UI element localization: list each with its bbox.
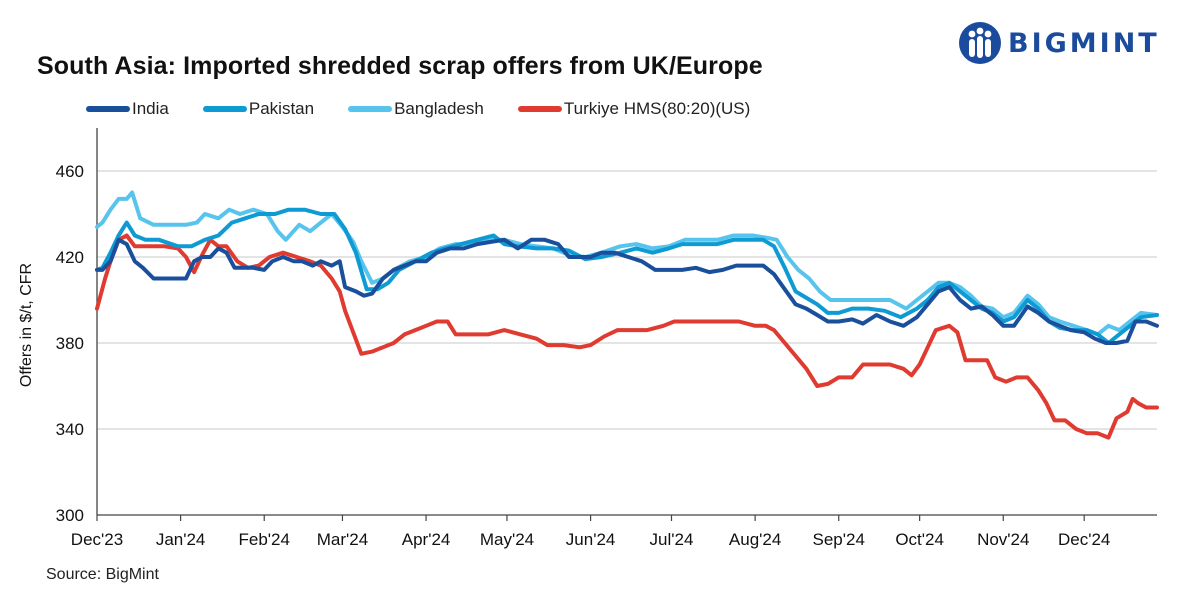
x-tick-3: Mar'24 bbox=[317, 530, 368, 549]
y-axis-label: Offers in $/t, CFR bbox=[18, 263, 35, 387]
y-tick-460: 460 bbox=[56, 162, 84, 181]
y-tick-380: 380 bbox=[56, 334, 84, 353]
x-tick-1: Jan'24 bbox=[156, 530, 206, 549]
brand-logo: BIGMINT bbox=[958, 18, 1160, 68]
legend-swatch-india bbox=[86, 106, 130, 112]
legend-item-pakistan: Pakistan bbox=[202, 99, 315, 119]
legend-label-pakistan: Pakistan bbox=[248, 99, 315, 118]
series-line-india bbox=[95, 237, 1159, 345]
x-tick-6: Jun'24 bbox=[566, 530, 616, 549]
bigmint-logo-icon bbox=[959, 22, 1001, 64]
x-tick-4: Apr'24 bbox=[402, 530, 451, 549]
series-line-turkiye bbox=[95, 233, 1159, 440]
y-tick-labels: 300 340 380 420 460 bbox=[56, 162, 84, 525]
x-tick-7: Jul'24 bbox=[650, 530, 694, 549]
legend-item-india: India bbox=[86, 99, 169, 119]
series-line-bangladesh bbox=[95, 190, 1159, 337]
source-note: Source: BigMint bbox=[46, 566, 159, 583]
axes bbox=[96, 128, 1157, 521]
series-lines bbox=[95, 190, 1159, 440]
chart-title: South Asia: Imported shredded scrap offe… bbox=[37, 52, 763, 80]
x-tick-0: Dec'23 bbox=[71, 530, 123, 549]
x-tick-11: Nov'24 bbox=[977, 530, 1029, 549]
legend-swatch-bangladesh bbox=[348, 106, 393, 112]
legend-label-bangladesh: Bangladesh bbox=[394, 99, 484, 118]
brand-name: BIGMINT bbox=[1008, 27, 1160, 59]
legend-item-bangladesh: Bangladesh bbox=[348, 99, 484, 119]
y-tick-300: 300 bbox=[56, 506, 84, 525]
x-tick-9: Sep'24 bbox=[813, 530, 865, 549]
legend-label-turkiye: Turkiye HMS(80:20)(US) bbox=[563, 99, 751, 118]
x-tick-2: Feb'24 bbox=[238, 530, 289, 549]
x-tick-12: Dec'24 bbox=[1058, 530, 1110, 549]
x-tick-10: Oct'24 bbox=[895, 530, 944, 549]
legend-label-india: India bbox=[132, 99, 169, 118]
x-tick-8: Aug'24 bbox=[729, 530, 781, 549]
legend-swatch-turkiye bbox=[517, 106, 562, 112]
chart-legend: India Pakistan Bangladesh Turkiye HMS(80… bbox=[86, 99, 784, 119]
x-tick-5: May'24 bbox=[480, 530, 534, 549]
y-tick-340: 340 bbox=[56, 420, 84, 439]
y-tick-420: 420 bbox=[56, 248, 84, 267]
series-line-pakistan bbox=[95, 207, 1159, 345]
legend-item-turkiye: Turkiye HMS(80:20)(US) bbox=[517, 99, 751, 119]
legend-swatch-pakistan bbox=[202, 106, 247, 112]
x-tick-labels: Dec'23 Jan'24 Feb'24 Mar'24 Apr'24 May'24 Jun'… bbox=[71, 530, 1111, 549]
